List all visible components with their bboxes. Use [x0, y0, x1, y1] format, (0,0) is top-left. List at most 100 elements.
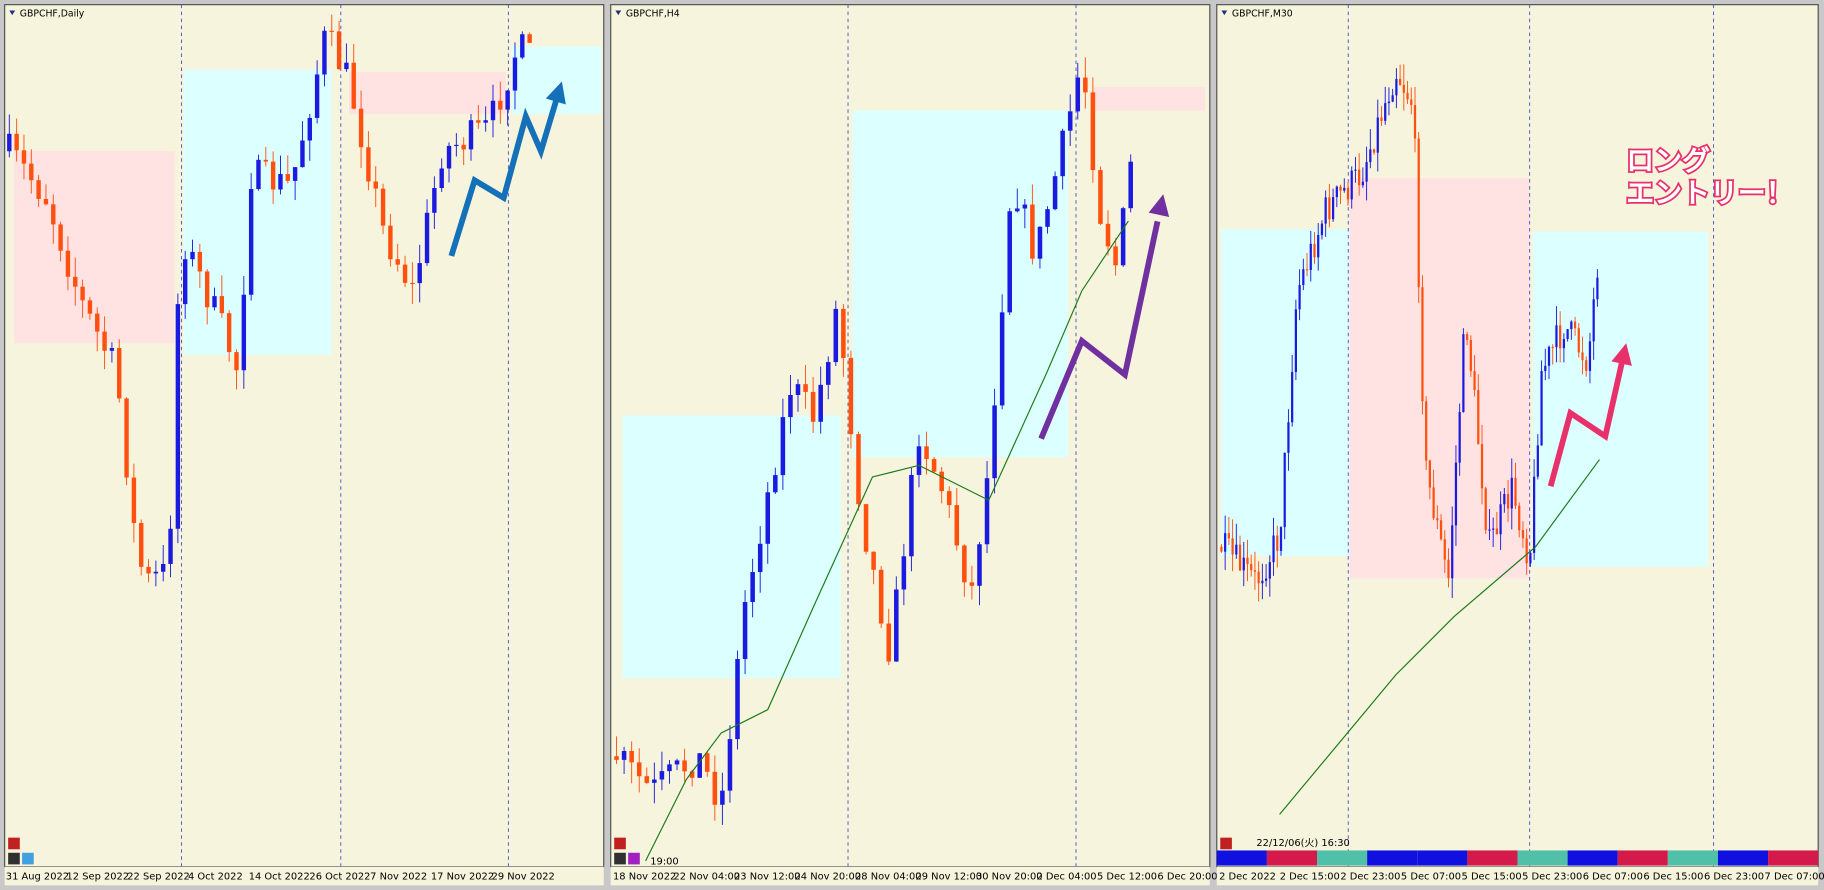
candle-body	[863, 504, 869, 552]
candle-body	[1365, 162, 1368, 182]
candle-body	[1261, 580, 1264, 584]
candle-body	[417, 263, 422, 284]
candle-body	[1443, 539, 1446, 560]
candle-body	[1045, 209, 1050, 227]
candle-body	[1506, 494, 1510, 509]
candle-body	[278, 174, 283, 190]
candle-body	[270, 161, 276, 190]
candle-body	[1570, 321, 1573, 330]
candle-body	[1436, 518, 1439, 521]
candle-body	[490, 100, 496, 121]
close-button	[1220, 837, 1232, 850]
x-tick-label: 7 Nov 2022	[370, 872, 427, 883]
candle-body	[1309, 243, 1312, 270]
candle-body	[1272, 535, 1275, 563]
candle-body	[1559, 325, 1562, 349]
candle-body	[1410, 99, 1413, 106]
tool-icon	[628, 852, 640, 865]
candle-body	[727, 739, 733, 791]
candle-body	[1402, 84, 1405, 93]
candle-body	[1480, 444, 1484, 489]
x-tick-label: 7 Dec 07:00	[1765, 872, 1824, 883]
chart-panel: GBPCHF,M30 22/12/06(火) 16:30 2 Dec 2022 2 D…	[1216, 4, 1824, 886]
x-tick-label: 2 Dec 2022	[1219, 872, 1276, 883]
trend-arrow	[1547, 356, 1626, 488]
candle-body	[1510, 477, 1513, 509]
candle-body	[946, 491, 952, 506]
candle-body	[1532, 476, 1536, 553]
candle-body	[1432, 487, 1435, 519]
zone	[1093, 87, 1206, 111]
candle-body	[1529, 552, 1532, 564]
candle-body	[1075, 77, 1081, 112]
candle-body	[322, 30, 327, 75]
candle-body	[1518, 505, 1521, 531]
candle-body	[795, 384, 801, 395]
candle-body	[219, 296, 225, 314]
candle-body	[652, 779, 657, 783]
candle-body	[825, 362, 831, 385]
chart-title: GBPCHF,Daily	[20, 8, 85, 19]
candle-body	[1339, 186, 1342, 191]
candle-body	[388, 225, 393, 260]
candle-body	[1231, 538, 1234, 555]
candle-body	[65, 250, 71, 277]
x-tick-label: 12 Sep 2022	[67, 872, 130, 883]
session-bar	[1467, 850, 1518, 866]
candle-body	[712, 771, 718, 805]
candle-body	[402, 264, 408, 283]
candle-body	[1465, 334, 1469, 340]
candle-body	[241, 294, 247, 371]
candle-body	[886, 623, 892, 662]
candle-body	[924, 446, 929, 460]
candle-body	[1227, 533, 1230, 539]
candle-body	[682, 760, 687, 772]
candle-body	[1298, 285, 1301, 310]
session-bar	[1367, 850, 1418, 866]
candle-body	[292, 167, 298, 181]
candle-body	[1083, 77, 1088, 93]
candle-body	[1566, 329, 1569, 340]
candle-body	[833, 308, 839, 363]
candle-body	[505, 90, 510, 110]
candle-body	[1305, 269, 1309, 271]
candle-body	[454, 144, 459, 147]
candle-body	[1503, 494, 1506, 505]
x-tick-label: 23 Nov 12:00	[734, 872, 801, 883]
x-tick-label: 2 Dec 04:00	[1036, 872, 1096, 883]
candle-body	[1350, 170, 1353, 200]
candle-body	[1391, 95, 1394, 102]
candle-body	[307, 117, 312, 141]
candle-body	[168, 528, 173, 564]
candle-body	[1302, 269, 1305, 286]
candle-body	[1469, 339, 1472, 372]
candle-body	[1224, 533, 1227, 552]
zone	[183, 69, 332, 355]
candle-body	[878, 569, 884, 624]
candle-body	[87, 300, 93, 314]
candle-body	[1052, 176, 1058, 210]
candle-body	[36, 180, 41, 199]
candle-body	[314, 74, 320, 118]
candle-body	[780, 417, 786, 476]
time-label: 19:00	[650, 856, 678, 867]
candle-body	[984, 478, 990, 545]
candle-body	[329, 30, 334, 32]
session-bar	[1567, 850, 1618, 866]
candle-body	[1105, 223, 1111, 247]
candle-body	[1547, 346, 1551, 366]
candle-body	[1238, 544, 1242, 571]
candle-body	[512, 57, 518, 91]
candle-body	[1369, 149, 1372, 163]
candle-body	[1454, 462, 1458, 526]
candle-body	[520, 34, 525, 58]
x-tick-label: 30 Nov 20:00	[976, 872, 1043, 883]
trend-arrow	[448, 91, 562, 257]
arrow-head	[1611, 343, 1632, 366]
candle-body	[636, 762, 642, 777]
candle-body	[901, 556, 907, 590]
x-tick-label: 5 Dec 15:00	[1462, 872, 1522, 883]
x-tick-label: 29 Nov 12:00	[915, 872, 982, 883]
